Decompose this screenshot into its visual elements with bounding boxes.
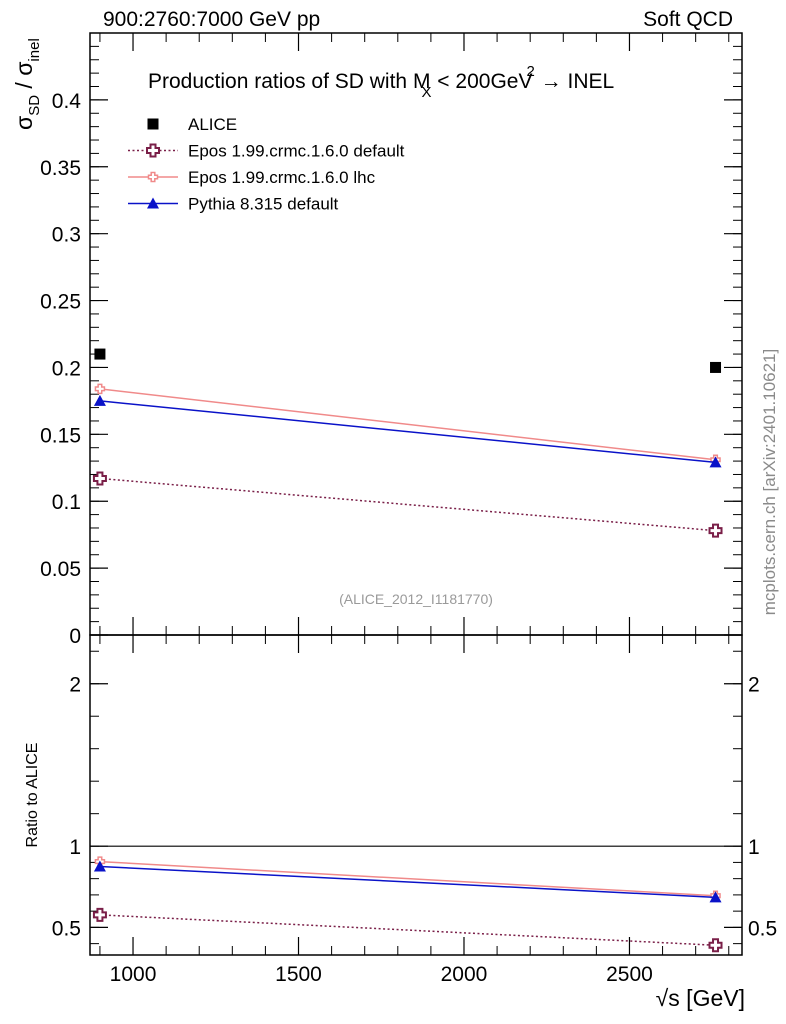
header-process-label: 900:2760:7000 GeV pp: [103, 8, 321, 31]
legend-1-open-cross-marker: [146, 143, 160, 158]
x-tick-label: 1000: [110, 963, 157, 986]
top-epos-1-99-crmc-1-6-0-lhc-line: [99, 388, 716, 461]
ratio-y-tick-label-right: 1: [748, 836, 760, 859]
legend-label: ALICE: [188, 115, 237, 134]
x-tick-label: 2000: [441, 963, 488, 986]
header-category-label: Soft QCD: [643, 8, 733, 31]
top-y-tick-label: 0: [69, 625, 81, 648]
ratio-y-tick-label-left: 1: [69, 836, 81, 859]
top-alice-square-marker: [710, 361, 722, 373]
top-epos-1-99-crmc-1-6-0-lhc-cross-marker: [94, 383, 106, 395]
x-tick-label: 1500: [275, 963, 322, 986]
top-y-tick-label: 0.2: [52, 357, 81, 380]
top-y-tick-label: 0.35: [40, 157, 81, 180]
ratio-panel-frame: [89, 634, 743, 956]
top-pythia-8-315-default-line: [99, 400, 716, 464]
analysis-watermark: (ALICE_2012_I1181770): [339, 591, 493, 607]
x-tick-label: 2500: [606, 963, 653, 986]
ratio-pythia-8-315-default-triangle-marker: [93, 860, 106, 872]
ratio-y-tick-label-left: 2: [69, 674, 81, 697]
ratio-epos-1-99-crmc-1-6-0-lhc-line: [99, 860, 716, 897]
top-y-tick-label: 0.05: [40, 558, 81, 581]
ratio-y-tick-label-left: 0.5: [52, 917, 81, 940]
ratio-y-tick-label-right: 2: [748, 674, 760, 697]
legend-label: Epos 1.99.crmc.1.6.0 lhc: [188, 168, 376, 187]
ratio-epos-1-99-crmc-1-6-0-default-line: [99, 914, 716, 947]
ratio-epos-1-99-crmc-1-6-0-default-open-cross-marker: [92, 907, 107, 922]
ratio-epos-1-99-crmc-1-6-0-default-open-cross-marker: [708, 938, 723, 953]
top-y-tick-label: 0.4: [52, 90, 82, 113]
x-axis-label: √s [GeV]: [656, 985, 745, 1011]
top-epos-1-99-crmc-1-6-0-default-line: [99, 477, 716, 532]
ratio-pythia-8-315-default-triangle-marker: [709, 891, 722, 903]
top-y-axis-label: σSD / σinel: [11, 38, 43, 130]
top-y-tick-label: 0.1: [52, 491, 81, 514]
top-y-tick-label: 0.15: [40, 424, 81, 447]
ratio-y-tick-label-right: 0.5: [748, 917, 777, 940]
legend-3-triangle-marker: [147, 197, 159, 209]
top-y-tick-label: 0.3: [52, 224, 81, 247]
top-epos-1-99-crmc-1-6-0-default-open-cross-marker: [708, 523, 723, 538]
ratio-pythia-8-315-default-line: [99, 865, 716, 899]
chart-title: Production ratios of SD with MX < 200GeV…: [148, 63, 614, 101]
legend-label: Pythia 8.315 default: [188, 195, 339, 214]
top-pythia-8-315-default-triangle-marker: [709, 456, 722, 468]
legend-2-cross-marker: [147, 171, 159, 183]
legend-label: Epos 1.99.crmc.1.6.0 default: [188, 142, 405, 161]
legend-0-square-marker: [147, 118, 159, 130]
top-epos-1-99-crmc-1-6-0-default-open-cross-marker: [92, 471, 107, 486]
top-y-tick-label: 0.25: [40, 291, 81, 314]
top-pythia-8-315-default-triangle-marker: [93, 394, 106, 406]
top-alice-square-marker: [94, 348, 106, 360]
ratio-y-axis-label: Ratio to ALICE: [24, 743, 41, 848]
